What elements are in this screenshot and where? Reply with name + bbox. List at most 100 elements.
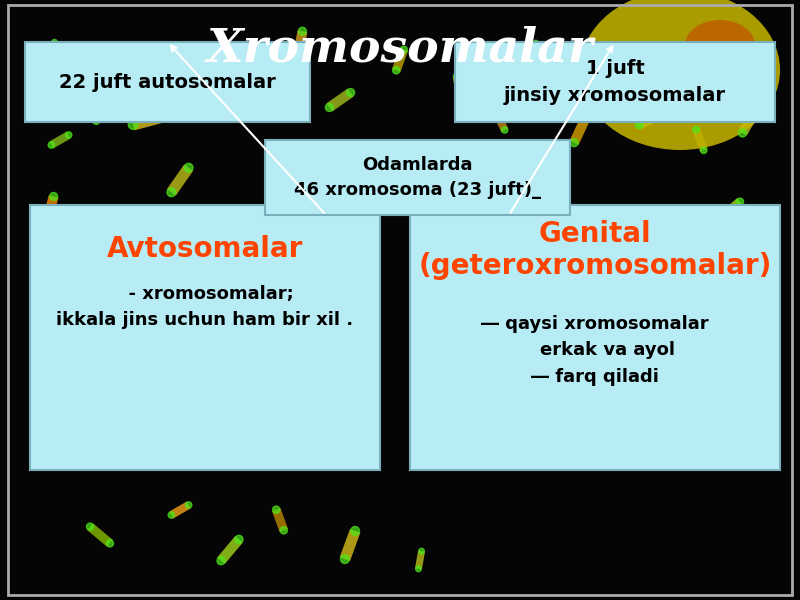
Polygon shape: [522, 41, 538, 59]
Circle shape: [80, 95, 87, 103]
Circle shape: [105, 76, 114, 85]
Circle shape: [83, 255, 90, 262]
Polygon shape: [326, 88, 354, 112]
Ellipse shape: [580, 0, 780, 150]
FancyBboxPatch shape: [25, 42, 310, 122]
Circle shape: [86, 523, 94, 530]
Circle shape: [42, 220, 50, 227]
Circle shape: [738, 129, 746, 137]
Circle shape: [298, 27, 306, 35]
Text: 22 juft autosomalar: 22 juft autosomalar: [59, 73, 276, 91]
Polygon shape: [272, 508, 288, 532]
Circle shape: [93, 117, 100, 124]
Ellipse shape: [685, 20, 755, 70]
Circle shape: [492, 107, 498, 113]
Text: Odamlarda
46 xromosoma (23 juft)_: Odamlarda 46 xromosoma (23 juft)_: [294, 156, 541, 199]
Circle shape: [416, 566, 422, 572]
Circle shape: [346, 89, 354, 97]
Text: ― qaysi xromosomalar
    erkak va ayol
― farq qiladi: ― qaysi xromosomalar erkak va ayol ― far…: [481, 315, 709, 386]
Text: Genital
(geteroxromosomalar): Genital (geteroxromosomalar): [418, 220, 772, 280]
Circle shape: [126, 55, 135, 64]
Circle shape: [582, 113, 590, 121]
Polygon shape: [106, 56, 134, 85]
Polygon shape: [80, 97, 100, 123]
Polygon shape: [131, 110, 169, 130]
FancyBboxPatch shape: [455, 42, 775, 122]
FancyBboxPatch shape: [410, 205, 780, 470]
Circle shape: [418, 548, 424, 554]
Polygon shape: [217, 536, 243, 564]
Circle shape: [665, 91, 672, 98]
Circle shape: [757, 257, 763, 263]
Circle shape: [693, 127, 699, 133]
Polygon shape: [666, 82, 694, 98]
Circle shape: [570, 139, 578, 146]
Circle shape: [757, 237, 763, 243]
Circle shape: [48, 142, 54, 148]
Polygon shape: [693, 128, 707, 152]
Circle shape: [247, 74, 254, 82]
Circle shape: [50, 193, 58, 200]
Circle shape: [70, 238, 77, 245]
Circle shape: [246, 98, 253, 106]
Circle shape: [128, 120, 138, 130]
Polygon shape: [570, 115, 590, 145]
Circle shape: [162, 110, 172, 120]
Circle shape: [106, 540, 114, 547]
Polygon shape: [42, 195, 58, 225]
Polygon shape: [717, 198, 743, 222]
Polygon shape: [70, 239, 90, 262]
Polygon shape: [210, 43, 230, 67]
Circle shape: [658, 112, 665, 119]
Text: Avtosomalar: Avtosomalar: [107, 235, 303, 263]
Circle shape: [736, 198, 743, 205]
Polygon shape: [584, 56, 616, 85]
Polygon shape: [453, 76, 467, 104]
FancyBboxPatch shape: [265, 140, 570, 215]
Circle shape: [211, 61, 218, 68]
Circle shape: [502, 127, 508, 133]
Polygon shape: [167, 164, 193, 196]
Circle shape: [533, 40, 538, 46]
Polygon shape: [714, 49, 726, 71]
Circle shape: [608, 76, 617, 85]
FancyBboxPatch shape: [30, 205, 380, 470]
Polygon shape: [392, 48, 408, 72]
Circle shape: [718, 47, 725, 53]
Polygon shape: [42, 40, 58, 59]
Circle shape: [350, 527, 359, 535]
Circle shape: [326, 103, 334, 112]
Circle shape: [522, 54, 527, 59]
Text: 1 juft
jinsiy xromosomalar: 1 juft jinsiy xromosomalar: [504, 59, 726, 105]
Polygon shape: [492, 109, 508, 131]
Circle shape: [458, 100, 466, 108]
Polygon shape: [293, 31, 307, 59]
Circle shape: [235, 535, 243, 543]
Circle shape: [184, 163, 193, 172]
Circle shape: [217, 557, 225, 565]
Circle shape: [66, 132, 72, 138]
Circle shape: [42, 55, 48, 61]
Circle shape: [222, 42, 229, 49]
Text: Xromosomalar: Xromosomalar: [206, 25, 594, 71]
Circle shape: [400, 46, 407, 53]
Circle shape: [280, 527, 287, 534]
Polygon shape: [756, 240, 764, 260]
Circle shape: [688, 82, 695, 89]
Circle shape: [168, 512, 174, 518]
Polygon shape: [170, 502, 190, 518]
Polygon shape: [87, 523, 113, 547]
Circle shape: [52, 40, 58, 45]
Circle shape: [294, 55, 302, 63]
Circle shape: [167, 188, 176, 197]
Circle shape: [635, 121, 642, 128]
Polygon shape: [638, 111, 662, 129]
Polygon shape: [50, 131, 70, 148]
Circle shape: [273, 506, 280, 513]
Polygon shape: [340, 529, 360, 561]
Text: - xromosomalar;
ikkala jins uchun ham bir xil .: - xromosomalar; ikkala jins uchun ham bi…: [57, 285, 354, 329]
Circle shape: [701, 147, 707, 154]
Polygon shape: [415, 551, 425, 569]
Circle shape: [393, 67, 400, 74]
Polygon shape: [245, 77, 255, 103]
